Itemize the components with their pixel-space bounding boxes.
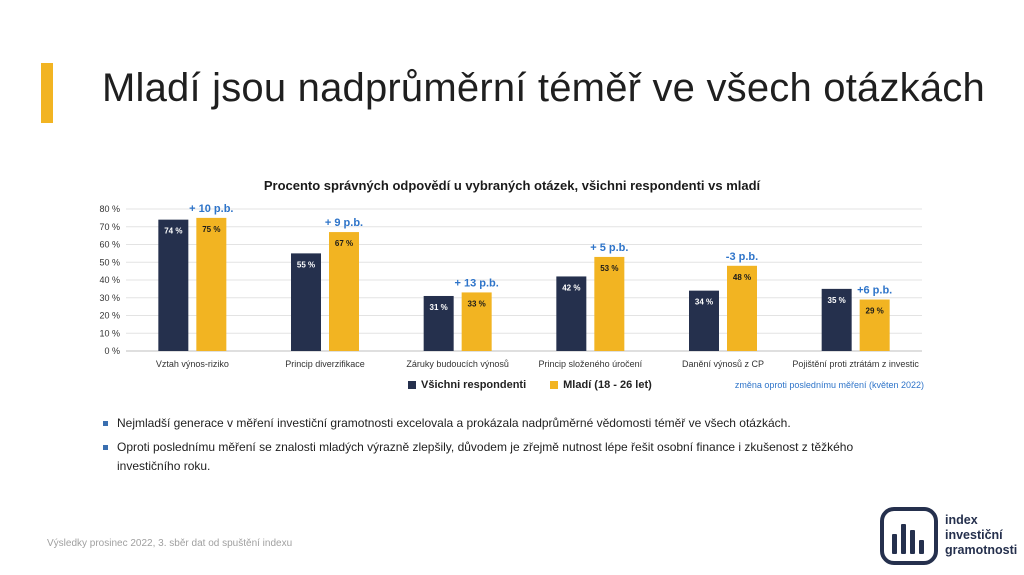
bar-chart: 0 % 10 % 20 % 30 % 40 % 50 % 60 % 70 % 80 % 74 % 7… (99, 203, 922, 369)
legend-swatch-young (550, 381, 559, 389)
bar-young (727, 265, 757, 351)
change-label: +6 p.b. (857, 285, 892, 297)
change-label: + 10 p.b. (189, 203, 233, 215)
footer-note: Výsledky prosinec 2022, 3. sběr dat od s… (47, 538, 293, 549)
x-tick-label: Princip složeného úročení (539, 359, 643, 369)
legend-swatch-all (408, 381, 416, 389)
bar-all-respondents (821, 288, 852, 351)
bullet-item: Nejmladší generace v měření investiční g… (103, 414, 913, 433)
data-label: 67 % (335, 239, 353, 248)
data-label: 35 % (828, 296, 846, 305)
change-note: změna oproti poslednímu měření (květen 2… (734, 380, 924, 390)
data-label: 29 % (866, 307, 884, 316)
data-label: 55 % (297, 260, 315, 269)
data-label: 53 % (600, 264, 618, 273)
y-tick-label: 50 % (99, 257, 120, 267)
chart-legend: Všichni respondenti Mladí (18 - 26 let) (408, 379, 652, 391)
logo-line: gramotnosti (945, 543, 1018, 557)
x-tick-label: Danění výnosů z CP (682, 359, 764, 369)
bar-young (196, 217, 227, 351)
y-tick-label: 40 % (99, 275, 120, 285)
bar-all-respondents (689, 290, 719, 351)
data-label: 31 % (430, 303, 448, 312)
y-tick-label: 30 % (99, 293, 120, 303)
data-label: 42 % (562, 283, 580, 292)
bar-all-respondents (158, 219, 189, 351)
y-tick-label: 0 % (104, 346, 120, 356)
bar-all-respondents (423, 295, 454, 351)
change-label: -3 p.b. (726, 251, 758, 263)
chart-title: Procento správných odpovědí u vybraných … (263, 178, 761, 193)
bullet-list: Nejmladší generace v měření investiční g… (103, 414, 913, 481)
change-label: + 9 p.b. (325, 217, 363, 229)
logo: index investiční gramotnosti (880, 507, 1020, 567)
y-tick-label: 80 % (99, 204, 120, 214)
change-label: + 13 p.b. (455, 277, 499, 289)
data-label: 75 % (202, 225, 220, 234)
legend-label-all: Všichni respondenti (421, 379, 527, 391)
bar-young (461, 292, 492, 351)
legend-item-young: Mladí (18 - 26 let) (550, 379, 652, 391)
bar-young (329, 232, 359, 351)
x-tick-label: Záruky budoucích výnosů (406, 359, 509, 369)
logo-line: investiční (945, 528, 1003, 542)
logo-icon (880, 507, 938, 565)
title-accent-bar (41, 63, 53, 123)
data-label: 34 % (695, 298, 713, 307)
data-label: 33 % (468, 299, 486, 308)
bar-all-respondents (556, 276, 587, 351)
y-tick-label: 60 % (99, 240, 120, 250)
y-tick-label: 10 % (99, 328, 120, 338)
bar-all-respondents (291, 253, 321, 351)
bar-young (859, 299, 890, 351)
y-tick-label: 70 % (99, 222, 120, 232)
data-label: 74 % (164, 227, 182, 236)
legend-item-all: Všichni respondenti (408, 379, 526, 391)
legend-label-young: Mladí (18 - 26 let) (563, 379, 652, 391)
bar-young (594, 256, 625, 351)
bullet-item: Oproti poslednímu měření se znalosti mla… (103, 438, 913, 476)
x-tick-label: Vztah výnos-riziko (156, 359, 229, 369)
x-tick-label: Pojištění proti ztrátám z investic (792, 359, 919, 369)
logo-line: index (945, 513, 978, 527)
y-tick-label: 20 % (99, 311, 120, 321)
change-label: + 5 p.b. (590, 242, 628, 254)
logo-text: index investiční gramotnosti (945, 513, 1017, 558)
data-label: 48 % (733, 273, 751, 282)
x-tick-label: Princip diverzifikace (285, 359, 365, 369)
slide-title: Mladí jsou nadprůměrní téměř ve všech ot… (102, 66, 985, 110)
